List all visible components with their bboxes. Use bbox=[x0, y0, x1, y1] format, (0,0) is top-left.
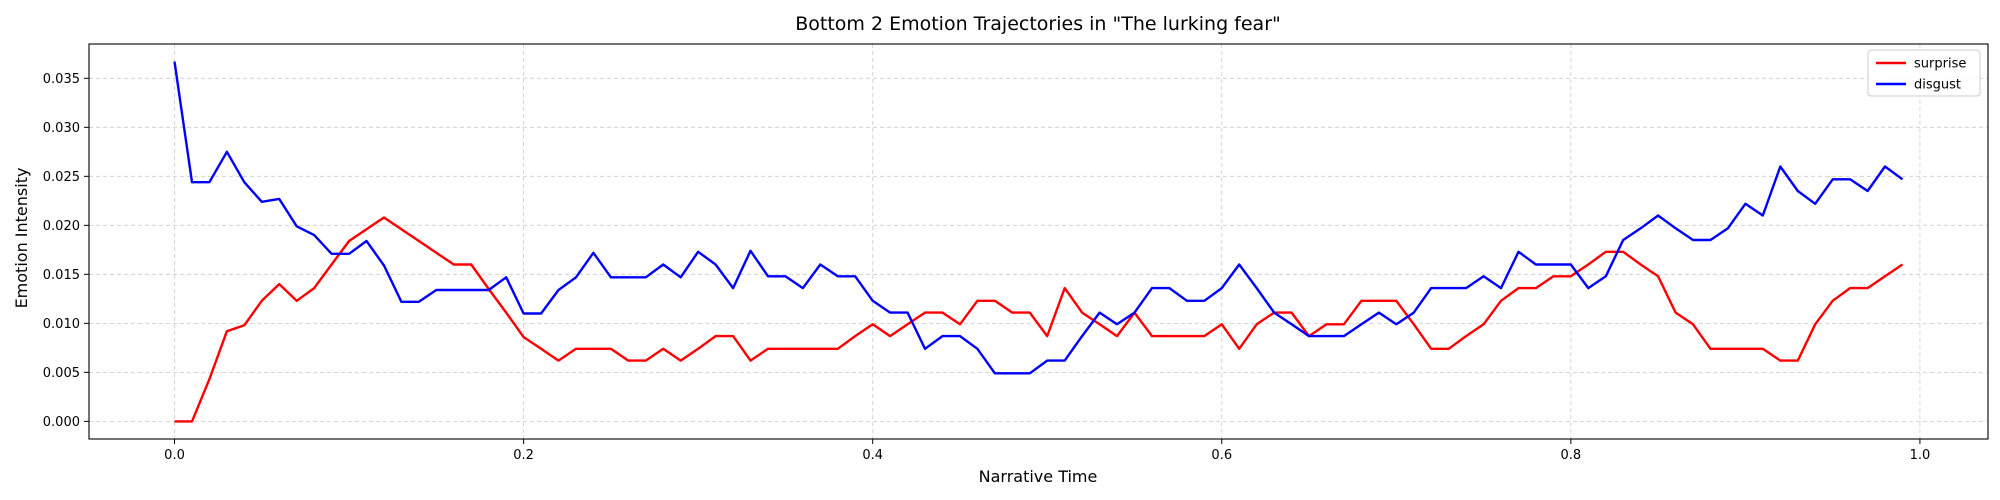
x-tick-label: 0.2 bbox=[513, 448, 534, 463]
legend-label-surprise: surprise bbox=[1914, 57, 1966, 72]
series-layer bbox=[173, 61, 1904, 423]
x-tick-label: 0.4 bbox=[862, 448, 883, 463]
y-axis-label: Emotion Intensity bbox=[12, 168, 31, 309]
y-tick-label: 0.015 bbox=[43, 268, 80, 283]
legend-label-disgust: disgust bbox=[1914, 78, 1961, 93]
x-tick-label: 1.0 bbox=[1910, 448, 1931, 463]
x-tick-label: 0.0 bbox=[164, 448, 185, 463]
x-tick-label: 0.8 bbox=[1561, 448, 1582, 463]
x-axis: 0.0 0.2 0.4 0.6 0.8 1.0 bbox=[164, 439, 1930, 463]
y-tick-label: 0.035 bbox=[43, 72, 80, 87]
y-tick-label: 0.020 bbox=[43, 219, 80, 234]
y-tick-label: 0.030 bbox=[43, 121, 80, 136]
x-tick-label: 0.6 bbox=[1211, 448, 1232, 463]
y-tick-label: 0.025 bbox=[43, 170, 80, 185]
chart-title: Bottom 2 Emotion Trajectories in "The lu… bbox=[795, 13, 1281, 35]
y-tick-label: 0.010 bbox=[43, 317, 80, 332]
y-axis: 0.000 0.005 0.010 0.015 0.020 0.025 0.030 0.035 bbox=[43, 72, 89, 430]
x-axis-label: Narrative Time bbox=[979, 467, 1098, 486]
plot-frame bbox=[88, 43, 1989, 440]
series-line-disgust bbox=[173, 61, 1904, 375]
series-line-surprise bbox=[174, 216, 1904, 423]
y-tick-label: 0.005 bbox=[43, 366, 80, 381]
legend: surprise disgust bbox=[1867, 49, 1981, 97]
y-tick-label: 0.000 bbox=[43, 415, 80, 430]
